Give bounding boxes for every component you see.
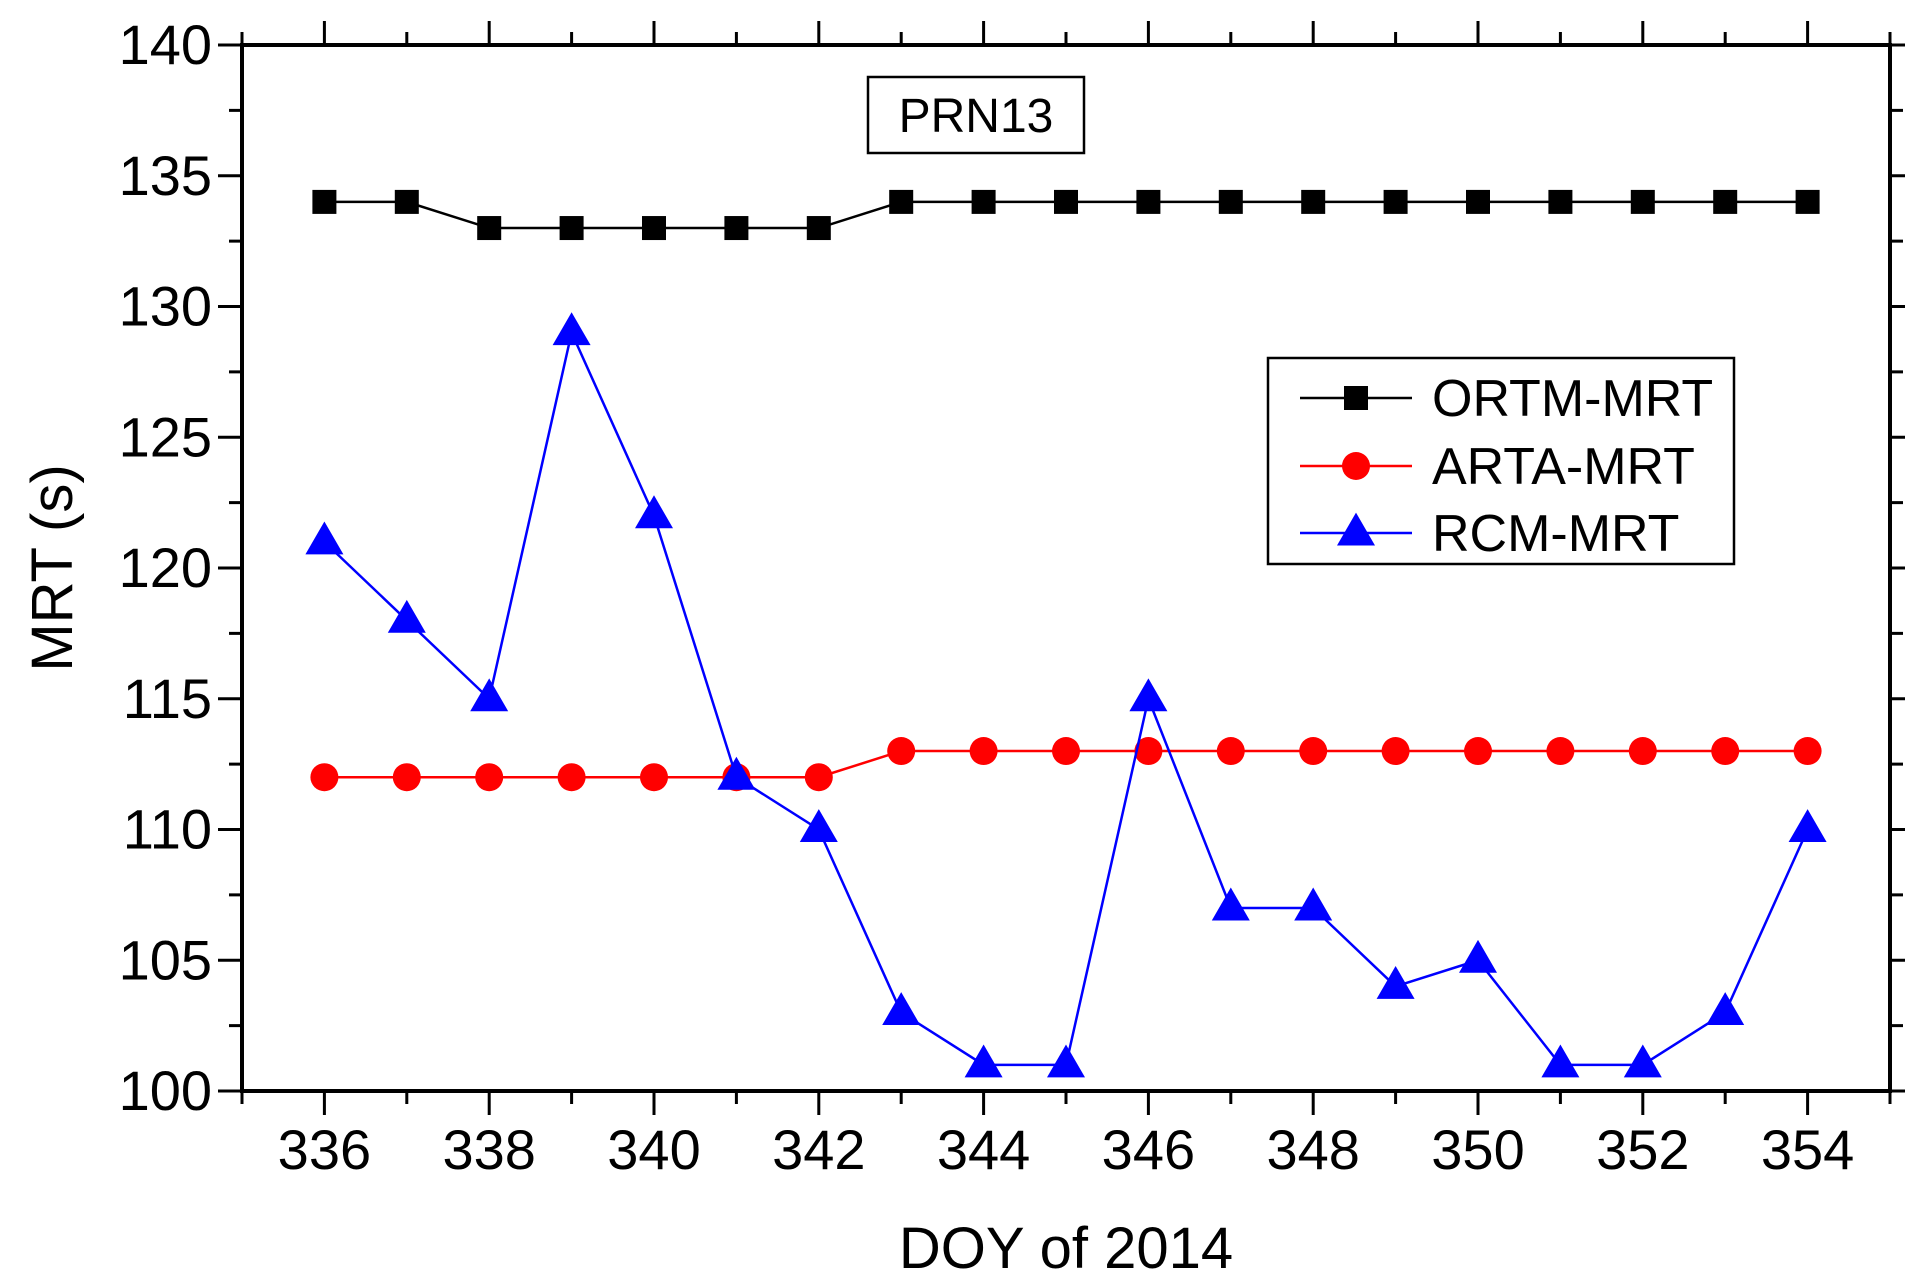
data-point xyxy=(312,189,337,214)
legend-marker xyxy=(1342,452,1370,480)
x-tick-label: 336 xyxy=(278,1118,371,1181)
x-tick-label: 348 xyxy=(1266,1118,1359,1181)
y-tick-label: 100 xyxy=(119,1059,212,1122)
data-point xyxy=(1129,678,1168,712)
y-tick-label: 120 xyxy=(119,536,212,599)
data-point xyxy=(392,763,421,792)
series-rcm-mrt xyxy=(305,312,1827,1078)
data-point xyxy=(310,763,339,792)
series-ortm-mrt xyxy=(312,189,1820,241)
data-point xyxy=(882,992,921,1026)
data-point xyxy=(1793,737,1822,766)
y-axis-title: MRT (s) xyxy=(20,464,85,671)
data-point xyxy=(552,312,591,346)
data-point xyxy=(1381,737,1410,766)
data-point xyxy=(1301,189,1326,214)
data-point xyxy=(1299,737,1328,766)
data-point xyxy=(1134,737,1163,766)
data-point xyxy=(1052,737,1080,766)
data-point xyxy=(1294,887,1333,921)
data-point xyxy=(1623,1044,1662,1078)
y-tick-label: 115 xyxy=(123,667,212,730)
data-point xyxy=(1218,189,1243,214)
data-point xyxy=(642,216,666,241)
data-point xyxy=(387,599,426,633)
y-tick-label: 105 xyxy=(119,928,212,991)
data-point xyxy=(1548,189,1573,214)
data-point xyxy=(470,678,509,712)
data-point xyxy=(1795,189,1820,214)
data-point xyxy=(1466,189,1490,214)
annotation-label: PRN13 xyxy=(899,90,1054,143)
data-point xyxy=(640,763,668,792)
data-point xyxy=(1628,737,1657,766)
data-point xyxy=(1713,189,1738,214)
annotation-frame xyxy=(866,75,1086,155)
data-point xyxy=(1459,939,1497,973)
annotation-box: PRN13 xyxy=(866,75,1086,155)
data-point xyxy=(1047,1044,1085,1078)
x-tick-label: 346 xyxy=(1102,1118,1195,1181)
data-point xyxy=(1546,737,1575,766)
data-point xyxy=(717,756,756,790)
data-point xyxy=(889,189,914,214)
data-point xyxy=(1706,992,1745,1026)
x-tick-label: 338 xyxy=(442,1118,535,1181)
data-point xyxy=(557,763,586,792)
y-tick-label: 130 xyxy=(119,275,212,338)
data-point xyxy=(1711,737,1740,766)
data-point xyxy=(635,495,673,529)
data-point xyxy=(1541,1044,1580,1078)
legend-marker xyxy=(1344,386,1368,410)
data-point xyxy=(1788,809,1827,843)
data-point xyxy=(964,1044,1003,1078)
data-point xyxy=(1383,189,1408,214)
y-tick-label: 110 xyxy=(123,798,212,861)
x-axis-title: DOY of 2014 xyxy=(899,1216,1233,1281)
data-point xyxy=(475,763,504,792)
data-point xyxy=(971,189,996,214)
legend-label: ORTM-MRT xyxy=(1432,370,1713,428)
x-tick-label: 344 xyxy=(937,1118,1030,1181)
data-point xyxy=(1054,189,1078,214)
legend-label: RCM-MRT xyxy=(1432,505,1679,563)
legend-marker xyxy=(1337,512,1375,546)
data-point xyxy=(806,216,831,241)
y-tick-label: 125 xyxy=(119,405,212,468)
data-point xyxy=(394,189,419,214)
chart-marks xyxy=(305,189,1827,1078)
y-tick-label: 140 xyxy=(119,13,212,76)
y-tick-label: 135 xyxy=(119,144,212,207)
data-point xyxy=(804,763,833,792)
data-point xyxy=(887,737,916,766)
x-tick-label: 354 xyxy=(1761,1118,1854,1181)
data-point xyxy=(305,521,344,555)
x-tick-label: 342 xyxy=(772,1118,865,1181)
legend: ORTM-MRT ARTA-MRT RCM-MRT xyxy=(1266,356,1736,566)
data-point xyxy=(1211,887,1250,921)
data-point xyxy=(559,216,584,241)
data-point xyxy=(477,216,502,241)
data-point xyxy=(1630,189,1655,214)
x-tick-label: 340 xyxy=(607,1118,700,1181)
data-point xyxy=(969,737,998,766)
legend-label: ARTA-MRT xyxy=(1432,438,1695,496)
data-point xyxy=(724,216,749,241)
data-point xyxy=(1376,965,1415,999)
data-point xyxy=(799,809,838,843)
axis-ticks: 336 338 340 342 344 346 348 350 352 354 100 105 110 1… xyxy=(119,13,1905,1181)
data-point xyxy=(1136,189,1161,214)
data-point xyxy=(1216,737,1245,766)
series-arta-mrt xyxy=(310,737,1822,792)
data-point xyxy=(1464,737,1492,766)
x-tick-label: 350 xyxy=(1431,1118,1524,1181)
x-tick-label: 352 xyxy=(1596,1118,1689,1181)
